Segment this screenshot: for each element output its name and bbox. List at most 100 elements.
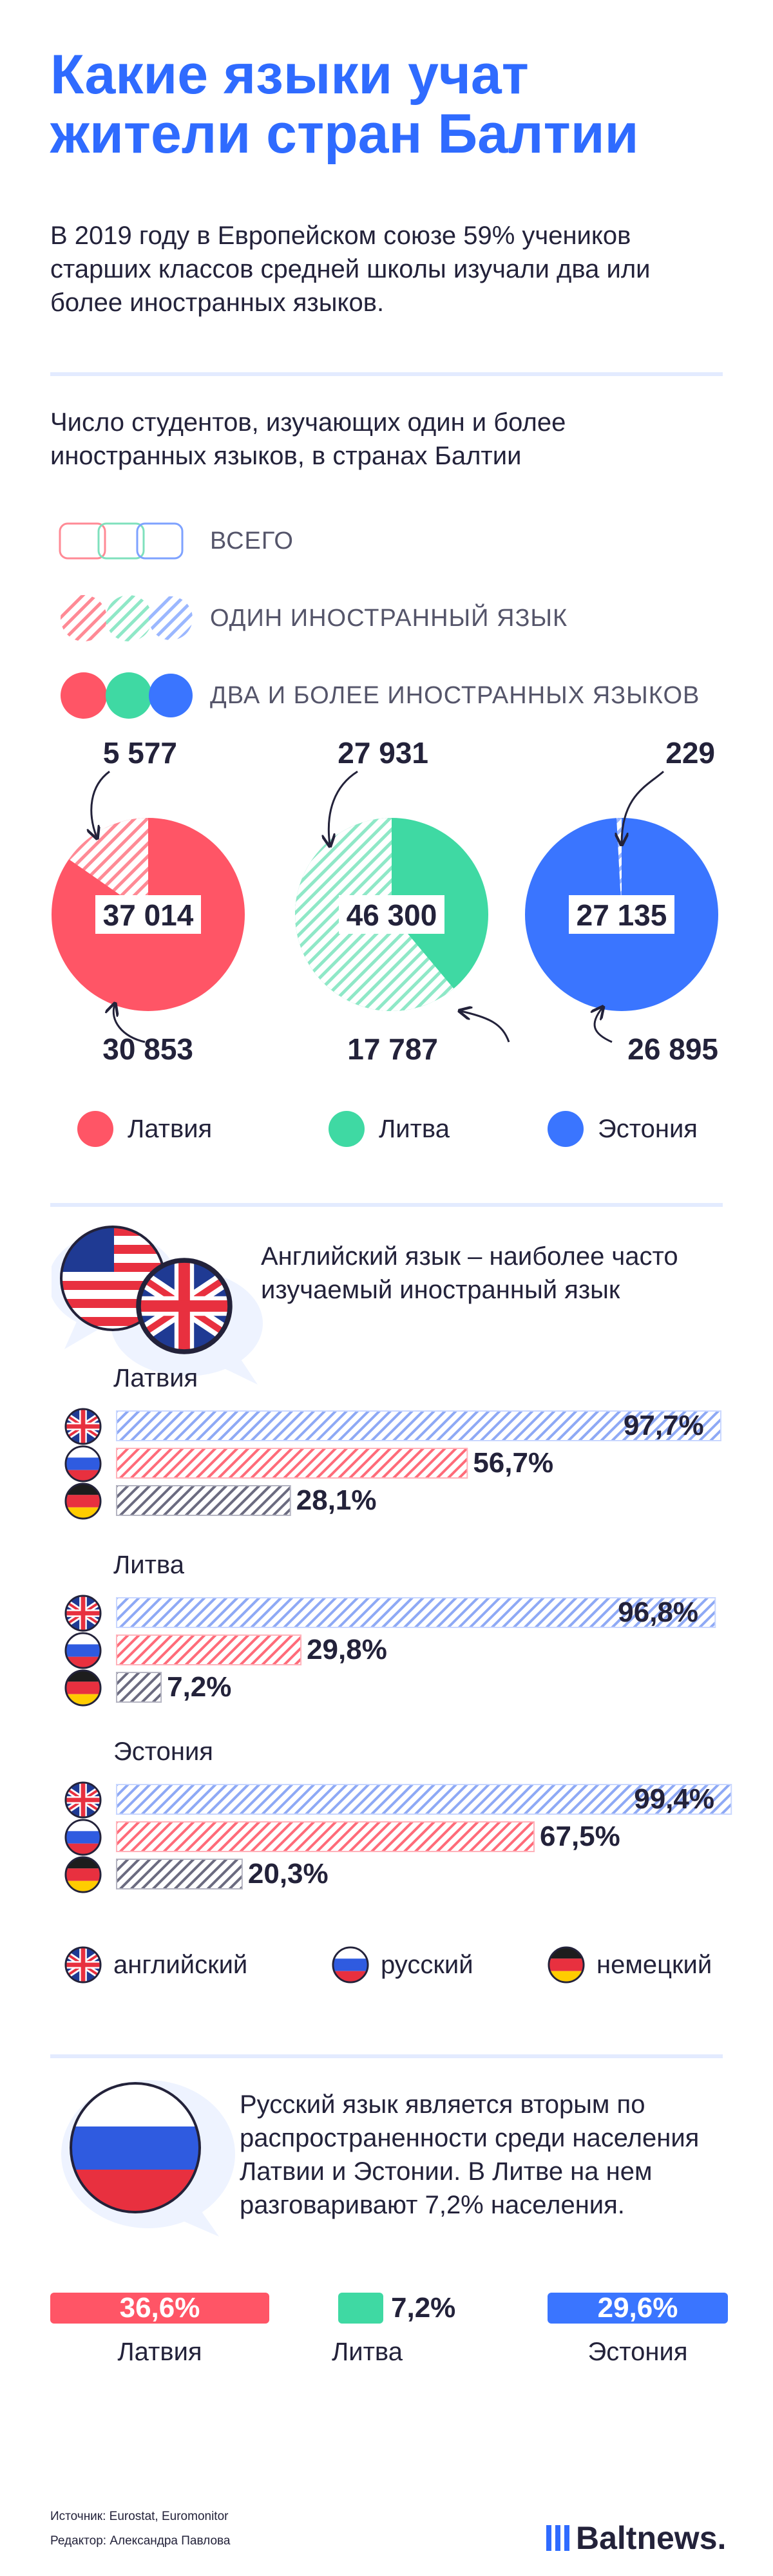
divider [50, 2054, 723, 2058]
divider [50, 1203, 723, 1207]
languages-heading: Английский язык – наиболее часто изучаем… [261, 1242, 678, 1304]
uk-flag-icon [64, 1946, 102, 1984]
germany-flag-icon [548, 1946, 585, 1984]
bar [116, 1859, 243, 1889]
lang-legend-german: немецкий [548, 1946, 712, 1984]
germany-flag-icon [64, 1482, 102, 1520]
share-bar [50, 2293, 269, 2324]
lang-label: немецкий [596, 1950, 712, 1979]
bar-value-label: 97,7% [623, 1410, 704, 1441]
share-value-label: 36,6% [119, 2292, 200, 2324]
bar-group-title: Латвия [113, 1364, 198, 1392]
logo-bars-icon [546, 2525, 569, 2551]
editor-text: Редактор: Александра Павлова [50, 2534, 231, 2548]
legend-one-language: ОДИН ИНОСТРАННЫЙ ЯЗЫК [58, 592, 728, 644]
pie-0: 37 014 5 577 30 853 [52, 736, 245, 1066]
bar [116, 1821, 535, 1852]
lithuania-dot-icon [329, 1111, 365, 1147]
country-legend-lithuania: Литва [329, 1111, 450, 1147]
pie-one-language-label: 27 931 [338, 736, 428, 770]
arrow-icon [113, 1005, 146, 1043]
germany-flag-icon [64, 1669, 102, 1707]
bar-value-label: 67,5% [540, 1821, 620, 1852]
bar [116, 1597, 716, 1628]
outline-swatch-icon [59, 522, 184, 560]
bar-value-label: 96,8% [618, 1596, 699, 1628]
share-value-label: 29,6% [597, 2292, 678, 2324]
speech-bubbles-flags-icon [52, 1226, 263, 1385]
arrow-icon [91, 770, 110, 837]
logo-text: Baltnews. [576, 2520, 727, 2556]
pie-one-language-label: 229 [665, 736, 715, 770]
bar [116, 1410, 721, 1441]
baltnews-logo: Baltnews. [546, 2519, 726, 2557]
legend-total: ВСЕГО [58, 515, 728, 567]
bar-value-label: 29,8% [307, 1634, 387, 1665]
bar-group-title: Литва [113, 1551, 184, 1579]
arrow-icon [622, 770, 664, 844]
pie-charts: 37 014 5 577 30 853 46 300 27 931 17 787 27 13… [52, 736, 718, 1066]
pie-total-label: 37 014 [103, 898, 194, 932]
pie-total-label: 27 135 [577, 898, 667, 932]
uk-flag-icon [64, 1408, 102, 1445]
bar [116, 1784, 732, 1815]
hatched-swatch-icon [61, 595, 193, 641]
legend-label-two: ДВА И БОЛЕЕ ИНОСТРАННЫХ ЯЗЫКОВ [210, 681, 700, 709]
bar [116, 1672, 162, 1703]
germany-flag-icon [64, 1856, 102, 1893]
language-bars: Латвия 97,7% 56,7% 28,1% Литва 96,8% 29,8% 7,2%… [0, 1364, 773, 1951]
bar [116, 1485, 291, 1516]
estonia-dot-icon [548, 1111, 584, 1147]
share-value-label: 7,2% [391, 2292, 456, 2324]
country-legend-latvia: Латвия [77, 1111, 212, 1147]
russia-flag-icon [332, 1946, 369, 1984]
russian-text: Русский язык является вторым по распрост… [240, 2090, 700, 2219]
country-label: Эстония [598, 1114, 698, 1143]
page-title: Какие языки учат жители стран Балтии [50, 44, 639, 165]
pie-two-or-more-label: 26 895 [627, 1032, 718, 1066]
share-country-label: Латвия [117, 2338, 202, 2366]
russia-flag-icon [64, 1819, 102, 1856]
pie-total-label: 46 300 [347, 898, 437, 932]
lang-label: русский [381, 1950, 473, 1979]
source-text: Источник: Eurostat, Euromonitor [50, 2510, 229, 2523]
students-heading: Число студентов, изучающих один и более … [50, 408, 566, 470]
lang-label: английский [113, 1950, 248, 1979]
divider [50, 372, 723, 376]
pie-2: 27 135 229 26 895 [525, 736, 718, 1066]
bar-value-label: 28,1% [296, 1484, 377, 1516]
pie-total-box [569, 895, 674, 934]
pie-one-language-label: 5 577 [103, 736, 177, 770]
share-country-label: Литва [332, 2338, 403, 2366]
share-country-label: Эстония [587, 2338, 688, 2366]
pie-two-or-more-label: 17 787 [347, 1032, 438, 1066]
legend-label-one: ОДИН ИНОСТРАННЫЙ ЯЗЫК [210, 604, 568, 632]
country-legend-estonia: Эстония [548, 1111, 698, 1147]
russian-share-bars: 36,6% Латвия 7,2% Литва 29,6% Эстония [0, 2293, 773, 2383]
latvia-dot-icon [77, 1111, 113, 1147]
arrow-icon [329, 770, 358, 845]
bar-value-label: 20,3% [247, 1858, 329, 1889]
pie-two-or-more-label: 30 853 [102, 1032, 193, 1066]
uk-flag-icon [64, 1595, 102, 1632]
country-label: Латвия [128, 1114, 213, 1143]
uk-flag-icon [64, 1781, 102, 1819]
pie-total-box [95, 895, 201, 934]
share-bar [548, 2293, 728, 2324]
bar [116, 1448, 468, 1479]
share-bar [338, 2293, 383, 2324]
lang-legend-english: английский [64, 1946, 247, 1984]
lang-legend-russian: русский [332, 1946, 473, 1984]
bar-value-label: 99,4% [634, 1783, 714, 1815]
legend-label-total: ВСЕГО [210, 527, 294, 554]
intro-text: В 2019 году в Европейском союзе 59% учен… [50, 222, 651, 317]
bar-value-label: 56,7% [473, 1447, 554, 1479]
pie-total-box [339, 895, 444, 934]
russia-bubble-icon [61, 2080, 235, 2237]
bar-group-title: Эстония [113, 1738, 213, 1766]
arrow-icon [461, 1011, 510, 1043]
bar-value-label: 7,2% [167, 1671, 232, 1703]
russia-flag-icon [64, 1632, 102, 1669]
russia-flag-icon [64, 1445, 102, 1482]
pie-1: 46 300 27 931 17 787 [295, 736, 510, 1066]
